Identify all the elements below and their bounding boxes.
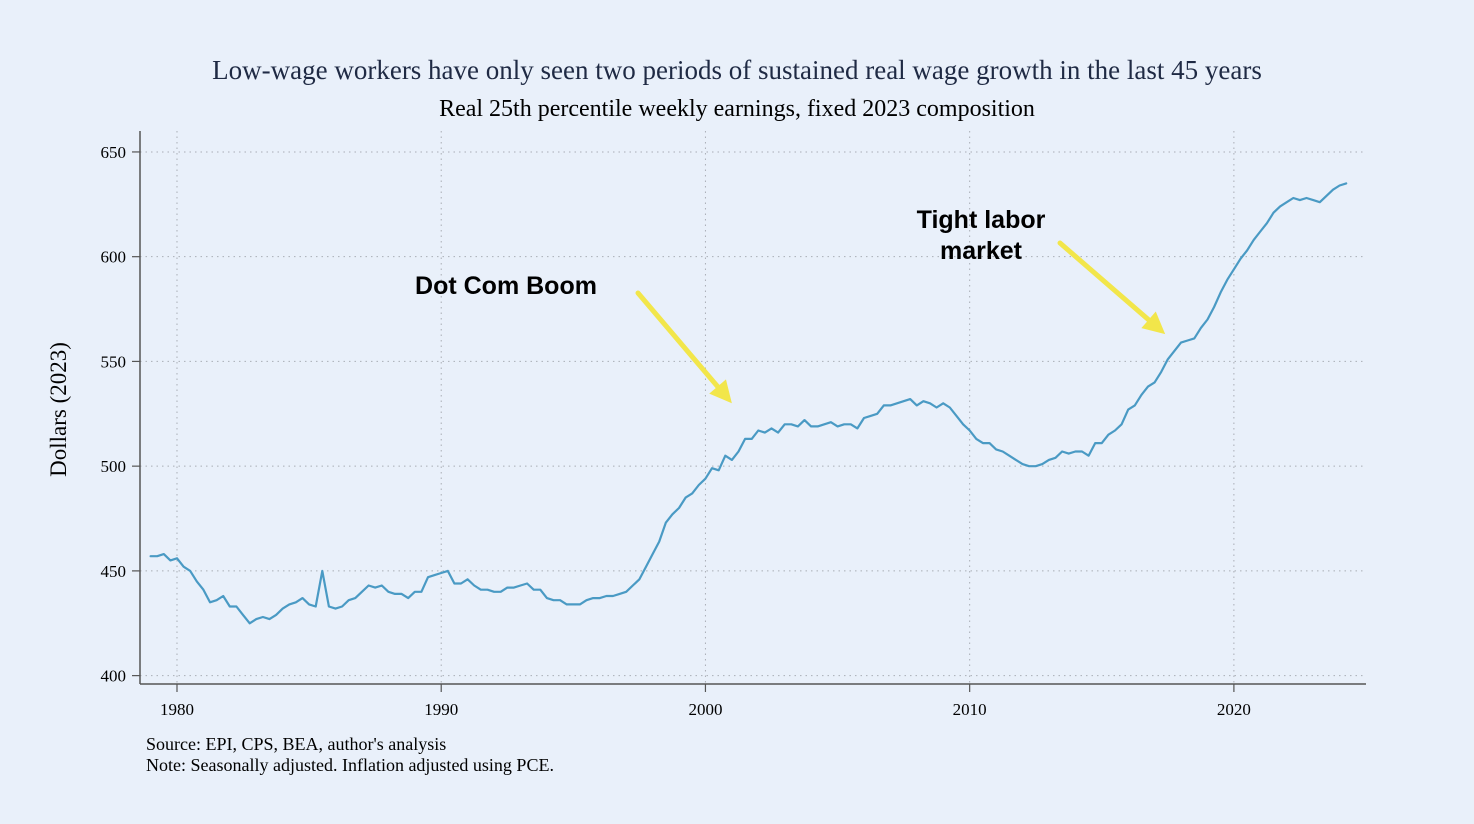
annotation-text-1-1: market xyxy=(940,237,1023,265)
adjustment-note: Note: Seasonally adjusted. Inflation adj… xyxy=(146,755,554,775)
series-layer xyxy=(149,182,1348,625)
y-axis-title: Dollars (2023) xyxy=(46,342,71,477)
grid-lines xyxy=(140,131,1366,684)
y-tick-label-600: 600 xyxy=(101,248,127,267)
series-line-0 xyxy=(149,182,1348,625)
annotation-arrow-head-0 xyxy=(709,379,732,404)
annotation-arrow-shaft-0 xyxy=(635,290,721,390)
x-tick-label-1980: 1980 xyxy=(160,700,194,719)
annotation-arrow-head-1 xyxy=(1141,311,1166,335)
axes: 400 450 500 550 600 650 1980 1990 2000 2010 2020 Do… xyxy=(46,131,1366,719)
x-tick-label-1990: 1990 xyxy=(424,700,458,719)
y-tick-label-500: 500 xyxy=(101,457,127,476)
y-tick-label-650: 650 xyxy=(101,143,127,162)
annotation-text-0-0: Dot Com Boom xyxy=(415,272,597,300)
annotation-text-1-0: Tight labor xyxy=(917,206,1046,234)
x-tick-label-2000: 2000 xyxy=(688,700,722,719)
chart-subtitle: Real 25th percentile weekly earnings, fi… xyxy=(439,96,1035,122)
y-tick-label-450: 450 xyxy=(101,562,127,581)
chart-title: Low-wage workers have only seen two peri… xyxy=(212,55,1262,85)
source-note: Source: EPI, CPS, BEA, author's analysis xyxy=(146,734,447,754)
y-tick-label-400: 400 xyxy=(101,667,127,686)
y-tick-label-550: 550 xyxy=(101,352,127,371)
annotations: Dot Com Boom Tight labor market xyxy=(415,206,1166,404)
x-tick-label-2020: 2020 xyxy=(1217,700,1251,719)
chart-notes: Source: EPI, CPS, BEA, author's analysis… xyxy=(146,734,554,776)
annotation-arrow-shaft-1 xyxy=(1057,240,1152,323)
x-tick-label-2010: 2010 xyxy=(953,700,987,719)
